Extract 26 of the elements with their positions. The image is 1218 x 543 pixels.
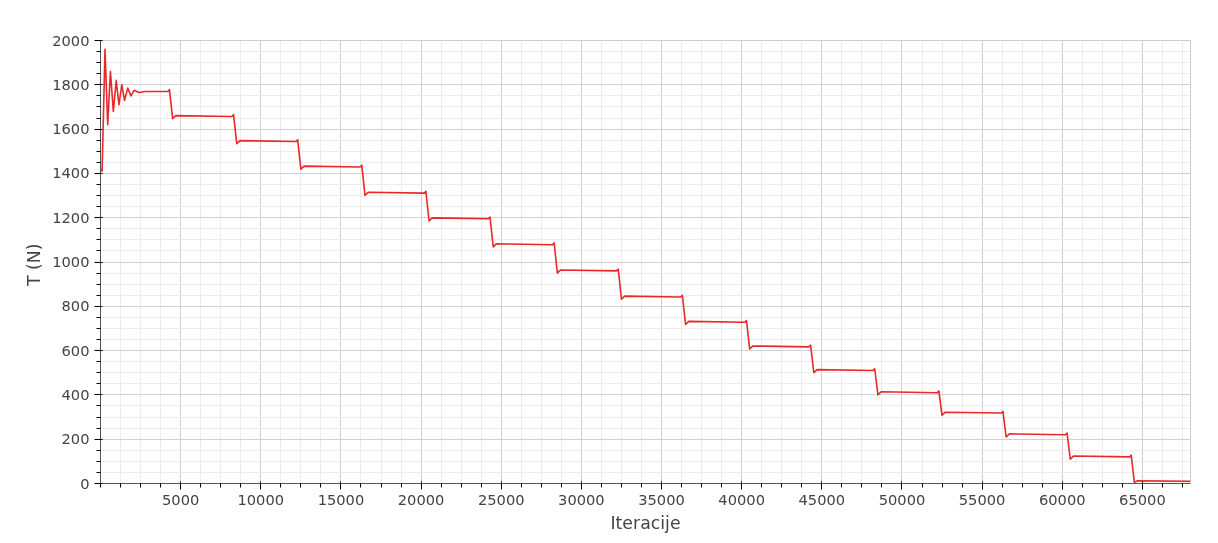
x-tick-label: 20000 — [397, 490, 445, 508]
x-tick-label: 10000 — [237, 490, 285, 508]
y-tick-label: 1600 — [52, 120, 90, 138]
x-tick-label: 25000 — [477, 490, 525, 508]
x-tick-label: 65000 — [1119, 490, 1166, 508]
x-tick-label: 5000 — [162, 490, 200, 508]
x-tick-label: 40000 — [718, 490, 765, 508]
x-tick-label: 60000 — [1038, 490, 1086, 508]
y-tick-label: 1200 — [52, 208, 90, 226]
y-axis-title: T (N) — [24, 243, 45, 288]
y-tick-label: 2000 — [52, 31, 90, 49]
x-tick-label: 35000 — [638, 490, 685, 508]
y-tick-label: 400 — [61, 385, 90, 403]
y-tick-label: 1400 — [52, 164, 90, 182]
y-tick-label: 200 — [61, 430, 90, 448]
y-tick-label: 0 — [80, 474, 90, 492]
x-tick-label: 45000 — [798, 490, 846, 508]
x-tick-label: 15000 — [317, 490, 365, 508]
x-axis-title: Iteracije — [610, 512, 681, 533]
y-tick-label: 800 — [61, 297, 90, 315]
x-tick-label: 55000 — [958, 490, 1006, 508]
x-tick-label: 30000 — [558, 490, 605, 508]
y-tick-label: 1800 — [52, 75, 90, 93]
y-tick-label: 1000 — [52, 253, 90, 270]
x-tick-label: 50000 — [878, 490, 926, 508]
y-tick-label: 600 — [61, 341, 90, 359]
